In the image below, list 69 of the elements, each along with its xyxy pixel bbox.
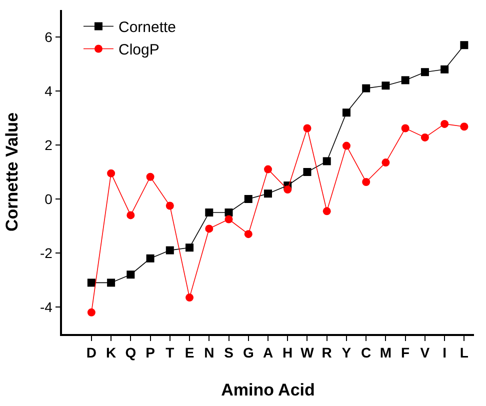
x-tick-label: M bbox=[380, 344, 392, 361]
x-tick-label: V bbox=[420, 344, 430, 361]
point bbox=[205, 224, 214, 233]
point bbox=[362, 178, 370, 186]
x-tick-label: L bbox=[460, 344, 469, 361]
x-tick-label: C bbox=[361, 344, 372, 361]
y-tick-label: 6 bbox=[44, 28, 53, 45]
point bbox=[303, 124, 312, 132]
point bbox=[244, 195, 252, 203]
point bbox=[186, 294, 194, 302]
point bbox=[107, 278, 116, 287]
y-axis-title: Cornette Value bbox=[2, 112, 22, 232]
x-tick-label: R bbox=[322, 344, 332, 361]
x-tick-label: S bbox=[224, 344, 234, 361]
x-tick-label: K bbox=[106, 344, 116, 361]
x-tick-label: T bbox=[166, 344, 175, 361]
x-tick-label: D bbox=[86, 344, 96, 361]
y-tick-label: -4 bbox=[40, 298, 53, 315]
point bbox=[460, 41, 468, 50]
y-tick-label: 2 bbox=[44, 136, 53, 153]
point bbox=[224, 215, 233, 224]
x-tick-label: G bbox=[242, 344, 254, 361]
x-tick-label: A bbox=[262, 344, 274, 361]
point bbox=[420, 133, 429, 142]
y-tick-label: 4 bbox=[44, 82, 53, 99]
legend-label: ClogP bbox=[118, 42, 160, 59]
x-tick-label: Y bbox=[342, 344, 352, 361]
point bbox=[440, 65, 449, 74]
point bbox=[362, 84, 370, 92]
point bbox=[440, 120, 449, 128]
x-tick-label: I bbox=[442, 344, 447, 361]
point bbox=[186, 244, 194, 252]
point bbox=[264, 165, 272, 174]
point bbox=[420, 68, 429, 76]
point bbox=[244, 230, 252, 238]
point bbox=[166, 246, 174, 254]
point bbox=[401, 76, 410, 84]
point bbox=[342, 108, 350, 117]
point bbox=[322, 207, 331, 216]
point bbox=[342, 142, 350, 150]
y-tick-label: -2 bbox=[40, 244, 53, 261]
point bbox=[382, 82, 390, 90]
point bbox=[205, 208, 214, 216]
point bbox=[146, 254, 154, 262]
point bbox=[264, 190, 272, 198]
x-tick-label: N bbox=[204, 344, 214, 361]
y-tick-label: 0 bbox=[44, 190, 53, 207]
x-tick-label: E bbox=[184, 344, 194, 361]
x-tick-label: P bbox=[146, 344, 155, 361]
point bbox=[166, 202, 174, 210]
legend-label: Cornette bbox=[118, 19, 176, 36]
x-tick-label: W bbox=[300, 344, 315, 361]
point bbox=[284, 186, 292, 194]
point bbox=[460, 122, 468, 131]
point bbox=[224, 208, 233, 216]
x-tick-label: F bbox=[401, 344, 410, 361]
point bbox=[87, 278, 96, 287]
x-tick-label: H bbox=[282, 344, 293, 361]
point bbox=[382, 158, 390, 167]
point bbox=[126, 270, 135, 279]
x-tick-label: Q bbox=[125, 344, 136, 361]
point bbox=[146, 172, 154, 181]
point bbox=[87, 308, 96, 316]
point bbox=[126, 211, 135, 220]
point bbox=[401, 124, 410, 132]
point bbox=[107, 169, 116, 178]
point bbox=[322, 157, 331, 166]
point bbox=[303, 168, 312, 176]
x-axis-title: Amino Acid bbox=[221, 380, 315, 400]
